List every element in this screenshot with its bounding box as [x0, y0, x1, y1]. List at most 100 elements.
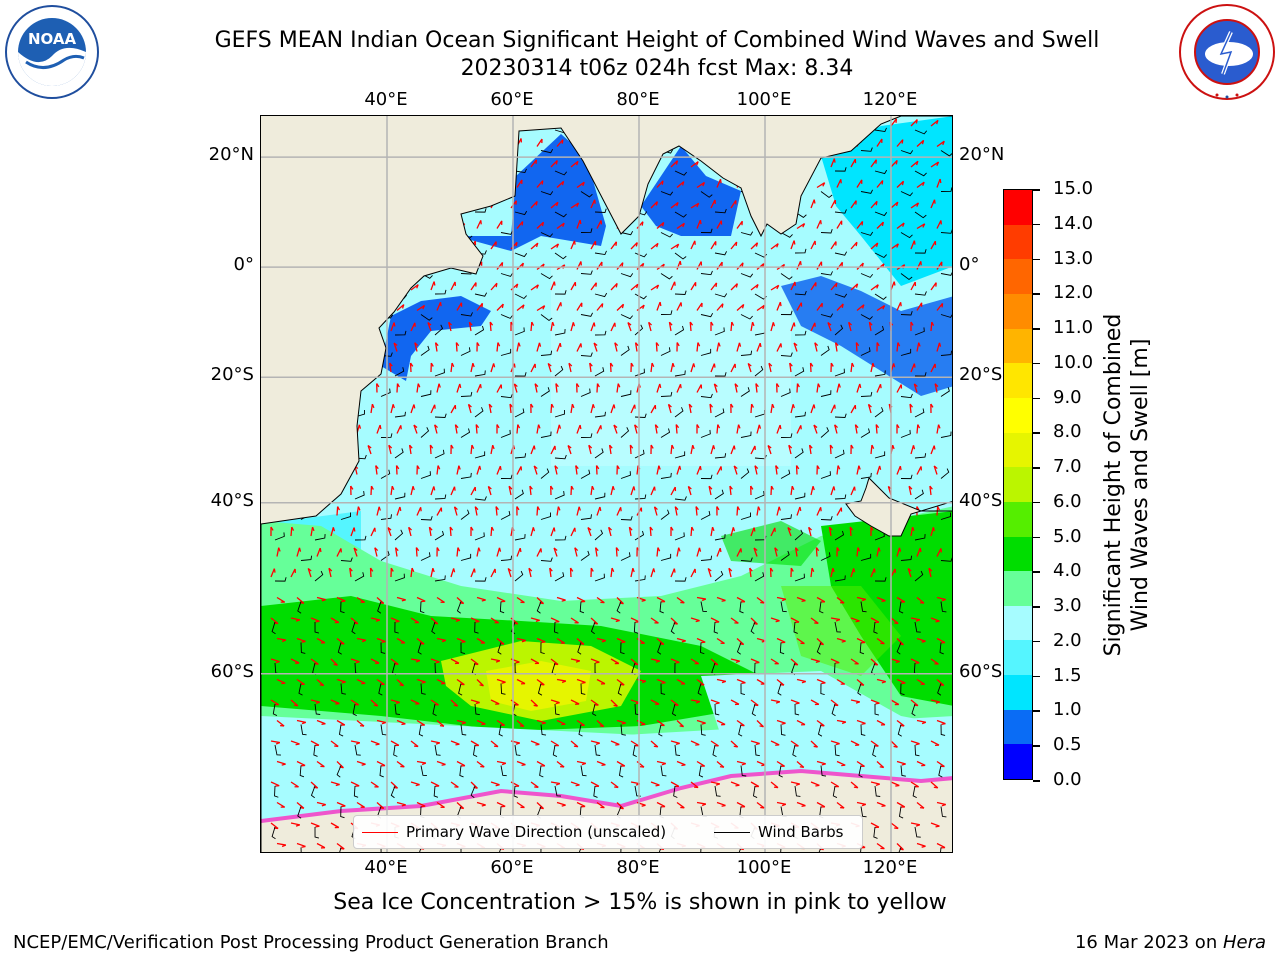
wave-direction-arrow: [496, 220, 503, 229]
colorbar-segment: [1004, 675, 1032, 710]
wave-direction-arrow: [816, 596, 826, 603]
wave-arrow-head: [853, 486, 856, 491]
wind-barb: [618, 765, 624, 778]
wave-direction-arrow: [790, 740, 799, 747]
wave-direction-arrow: [750, 283, 759, 291]
wave-arrow-head: [615, 619, 620, 623]
wave-arrow-head: [533, 445, 536, 450]
wave-arrow-head: [453, 568, 456, 573]
wave-direction-arrow: [490, 241, 497, 250]
wave-direction-arrow: [930, 240, 936, 250]
wave-direction-arrow: [896, 222, 905, 230]
wind-barb: [514, 408, 525, 418]
wave-arrow-head: [836, 547, 840, 552]
wind-barb: [460, 347, 471, 356]
wave-direction-arrow: [490, 699, 500, 705]
wind-barb: [754, 365, 764, 377]
wave-arrow-head: [738, 342, 742, 347]
wave-direction-arrow: [596, 760, 606, 766]
wave-direction-arrow: [516, 304, 525, 312]
wave-direction-arrow: [936, 178, 941, 188]
wind-barb: [554, 170, 568, 176]
wave-direction-arrow: [456, 637, 466, 643]
wind-barb: [752, 785, 758, 798]
wave-arrow-head: [412, 486, 415, 491]
wave-arrow-head: [479, 384, 482, 389]
wave-arrow-head: [439, 302, 442, 307]
wave-arrow-head: [495, 506, 499, 511]
wind-barb: [780, 388, 791, 397]
wave-arrow-head: [670, 526, 674, 531]
wave-arrow-head: [778, 506, 781, 511]
wind-barb: [872, 744, 877, 758]
wave-direction-arrow: [756, 678, 766, 685]
wind-barb: [834, 293, 848, 298]
wave-direction-arrow: [690, 658, 700, 665]
wave-arrow-head: [881, 180, 884, 185]
wave-direction-arrow: [736, 638, 745, 646]
wave-direction-arrow: [730, 363, 736, 373]
wind-barb: [620, 345, 630, 356]
wave-arrow-head: [679, 260, 682, 266]
wave-direction-arrow: [836, 303, 844, 311]
colorbar-tick: [1033, 536, 1040, 539]
wave-arrow-head: [375, 743, 380, 746]
wave-direction-arrow: [750, 617, 758, 625]
wave-direction-arrow: [790, 781, 800, 785]
wave-direction-arrow: [370, 740, 380, 745]
wind-barb: [434, 289, 447, 295]
wave-arrow-head: [428, 526, 433, 531]
wave-direction-arrow: [816, 220, 822, 229]
wave-direction-arrow: [613, 424, 618, 434]
wave-direction-arrow: [550, 322, 554, 332]
wave-arrow-head: [917, 424, 921, 429]
wind-barb: [274, 532, 285, 541]
wave-direction-arrow: [890, 159, 898, 168]
wave-arrow-head: [535, 201, 538, 206]
wave-arrow-head: [335, 702, 340, 705]
wave-arrow-head: [741, 304, 745, 309]
wave-arrow-head: [734, 383, 739, 388]
wave-arrow-head: [728, 567, 733, 572]
wind-barb: [778, 765, 783, 778]
wind-barb: [460, 509, 470, 520]
wave-arrow-head: [421, 762, 427, 766]
wave-arrow-head: [515, 283, 519, 288]
wave-arrow-head: [369, 567, 374, 572]
wave-direction-arrow: [716, 719, 726, 726]
wind-barb: [914, 291, 927, 296]
wave-direction-arrow: [336, 842, 345, 850]
wave-direction-arrow: [270, 822, 279, 830]
wave-arrow-head: [475, 620, 480, 623]
wave-arrow-head: [581, 762, 587, 766]
wave-arrow-head: [521, 262, 524, 268]
wave-direction-arrow: [696, 219, 701, 229]
wave-arrow-head: [855, 701, 861, 704]
wave-direction-arrow: [490, 282, 498, 291]
wind-barb: [417, 642, 422, 655]
wave-direction-arrow: [676, 465, 681, 475]
colorbar-segment: [1004, 190, 1032, 225]
wave-direction-arrow: [930, 781, 939, 789]
wave-arrow-head: [751, 321, 755, 327]
wave-arrow-head: [315, 825, 320, 828]
wave-direction-arrow: [516, 678, 526, 685]
wave-direction-arrow: [370, 527, 376, 537]
wave-direction-arrow: [716, 303, 724, 311]
wave-direction-arrow: [856, 596, 866, 601]
wave-arrow-head: [918, 342, 921, 347]
wave-arrow-head: [491, 526, 495, 531]
wave-arrow-head: [789, 362, 793, 367]
wave-direction-arrow: [270, 617, 279, 625]
wave-direction-arrow: [916, 637, 926, 642]
wave-direction-arrow: [456, 597, 465, 605]
wave-arrow-head: [708, 485, 713, 490]
wind-barb: [834, 575, 846, 582]
wave-direction-arrow: [556, 302, 562, 311]
wave-direction-arrow: [696, 342, 699, 352]
wave-arrow-head: [769, 567, 774, 572]
wave-direction-arrow: [376, 424, 381, 434]
wave-arrow-head: [388, 444, 393, 449]
wave-direction-arrow: [930, 445, 935, 455]
wave-arrow-head: [910, 321, 914, 326]
